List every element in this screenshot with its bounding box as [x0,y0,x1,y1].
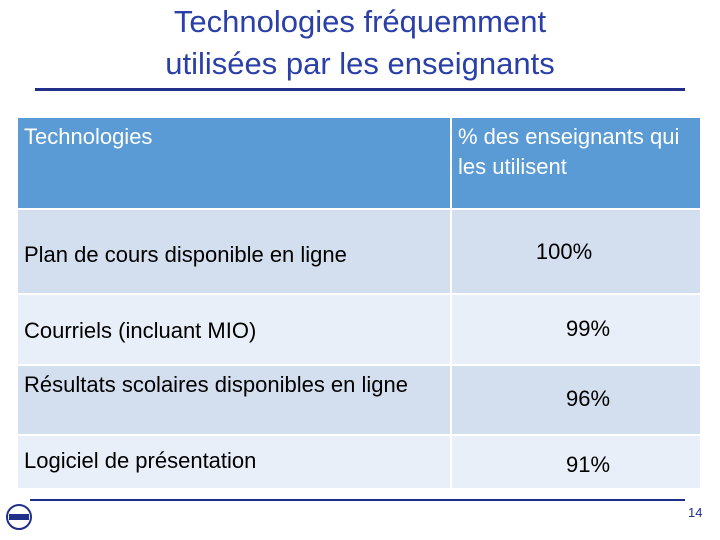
table-cell: Plan de cours disponible en ligne [18,210,450,293]
table-cell: Logiciel de présentation [18,436,450,488]
title-line: utilisées par les enseignants [165,46,555,81]
table-cell: Courriels (incluant MIO) [18,295,450,364]
title-rule [35,88,685,91]
title-line: Technologies fréquemment [173,4,547,39]
logo [6,504,32,530]
header-cell: Technologies [18,118,450,208]
table-cell: 100% [452,210,700,293]
header-cell: % des enseignants qui les utilisent [452,118,700,208]
table-cell: Résultats scolaires disponibles en ligne [18,366,450,434]
table-cell: 96% [452,366,700,434]
page-number: 14 [688,505,703,520]
table-cell: 91% [452,436,700,488]
table-cell: 99% [452,295,700,364]
footer-rule [30,499,685,501]
